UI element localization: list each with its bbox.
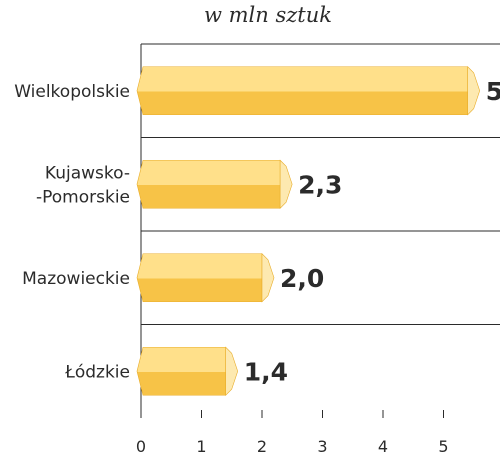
bar-cap xyxy=(279,159,293,209)
x-tick-label: 5 xyxy=(438,437,448,456)
bar xyxy=(136,346,226,396)
data-label: 2,0 xyxy=(280,264,324,293)
data-label: 2,3 xyxy=(298,170,342,199)
bar xyxy=(136,253,263,303)
category-label: Mazowieckie xyxy=(22,269,130,289)
bar-cap xyxy=(225,346,239,396)
plot-area: 5,4 Wielkopolskie 2,3 Kujawsko- -Pomorskie 2,… xyxy=(14,43,500,456)
category-label: Kujawsko- xyxy=(45,163,130,183)
bar xyxy=(136,66,468,116)
x-tick-label: 6 xyxy=(499,437,500,456)
chart-subtitle: w mln sztuk xyxy=(204,3,332,27)
x-tick-label: 1 xyxy=(196,437,206,456)
category-label: Wielkopolskie xyxy=(14,82,130,102)
x-tick-label: 0 xyxy=(136,437,146,456)
category-label: -Pomorskie xyxy=(36,187,130,207)
bar-cap xyxy=(467,66,481,116)
bar-cap xyxy=(261,253,275,303)
data-label: 5,4 xyxy=(486,77,500,106)
x-tick-label: 4 xyxy=(378,437,388,456)
x-tick-label: 3 xyxy=(317,437,327,456)
x-tick-label: 2 xyxy=(257,437,267,456)
category-label: Łódzkie xyxy=(64,362,130,382)
data-label: 1,4 xyxy=(244,357,288,386)
bar xyxy=(136,159,281,209)
